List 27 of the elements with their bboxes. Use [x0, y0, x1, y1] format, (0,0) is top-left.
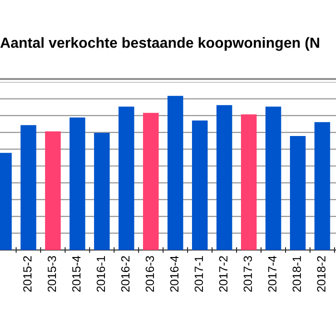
x-tick-label: 2016-2 — [121, 256, 130, 292]
bar — [118, 106, 134, 250]
x-tick-label: 2017-2 — [219, 256, 228, 292]
x-tick-label: 2017-4 — [268, 256, 276, 292]
x-tick-label: 2016-3 — [146, 256, 154, 292]
x-tick-label: 2015-3 — [48, 256, 56, 292]
bar — [168, 96, 184, 250]
bar — [94, 132, 110, 250]
bar — [290, 136, 306, 250]
bar — [143, 112, 159, 250]
bar — [45, 131, 61, 250]
chart-title: Aantal verkochte bestaande koopwoningen (N — [0, 37, 320, 51]
bar — [240, 114, 257, 250]
x-tick-label: 2015-2 — [23, 256, 32, 292]
x-tick-label: 2016-1 — [96, 256, 106, 292]
x-tick-label: 2018-1 — [292, 256, 301, 292]
bar — [192, 120, 208, 250]
x-tick-label: 2016-4 — [170, 256, 179, 292]
bar — [314, 122, 330, 250]
x-tick-label: 2017-1 — [194, 256, 204, 292]
bar — [216, 105, 232, 250]
bar — [70, 117, 86, 250]
x-tick-label: 2017-3 — [244, 256, 252, 292]
bar — [20, 125, 36, 250]
x-tick-label: 2018-2 — [317, 256, 326, 292]
bar — [265, 106, 282, 250]
x-tick-label: 2015-4 — [72, 256, 81, 292]
